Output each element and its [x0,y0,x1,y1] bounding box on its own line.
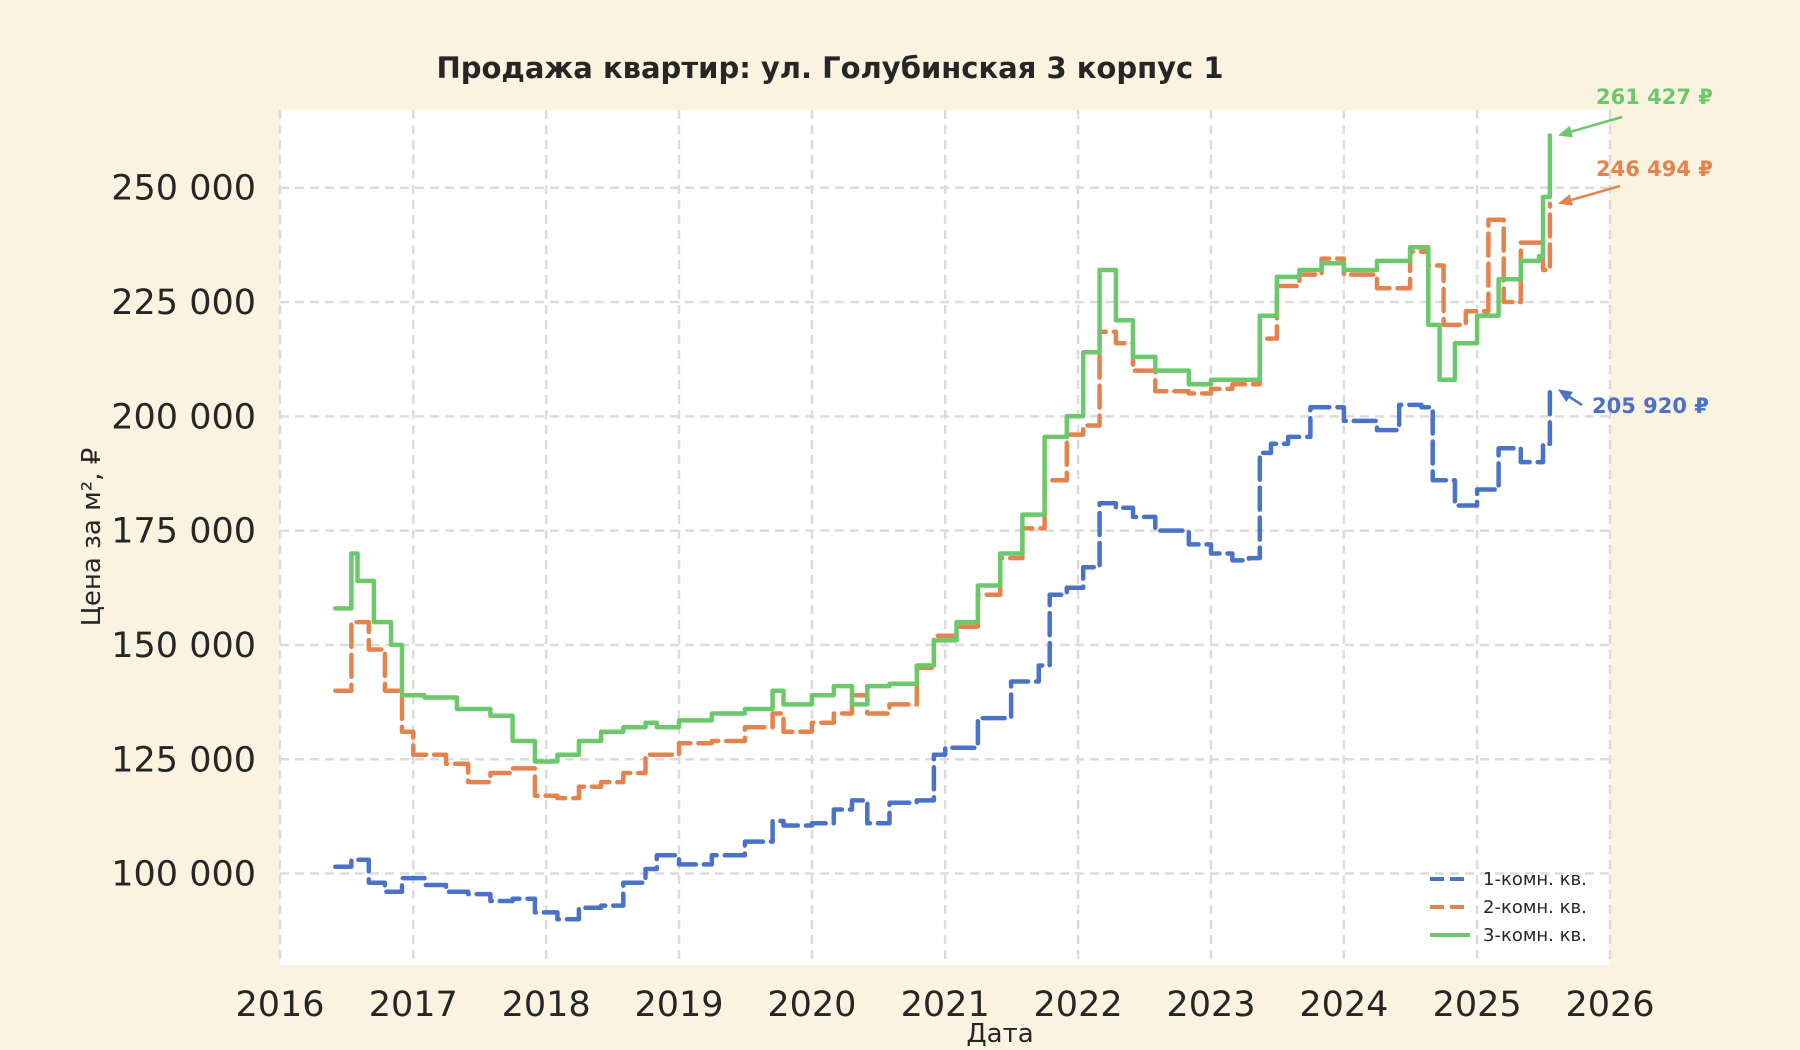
y-tick-label: 175 000 [111,512,256,552]
annotation-arrow [1571,115,1623,133]
series-lines [333,133,1553,922]
annotations: 261 427 ₽ 246 494 ₽ 205 920 ₽ [1557,85,1713,418]
series-line-3 [333,133,1553,764]
x-tick-label: 2025 [1433,985,1522,1025]
y-tick-label: 125 000 [111,740,256,780]
chart-title: Продажа квартир: ул. Голубинская 3 корпу… [436,51,1223,85]
legend: 1-комн. кв. 2-комн. кв. 3-комн. кв. [1430,869,1587,946]
x-tick-label: 2019 [634,985,723,1025]
annotation-arrow [1568,395,1583,407]
y-tick-label: 250 000 [111,169,256,209]
annotation-arrowhead [1557,389,1573,402]
y-tick-label: 225 000 [111,283,256,323]
x-tick-label: 2022 [1034,985,1123,1025]
legend-label-3: 3-комн. кв. [1483,925,1587,946]
annotation-label: 205 920 ₽ [1592,394,1709,418]
legend-label-1: 1-комн. кв. [1483,869,1587,890]
y-axis-label: Цена за м², ₽ [77,448,107,627]
x-axis-ticks: 2016 2017 2018 2019 2020 2021 2022 2023 2024 2025… [235,985,1654,1025]
y-tick-label: 200 000 [111,397,256,437]
annotation-arrowhead [1557,194,1574,206]
x-tick-label: 2026 [1565,985,1654,1025]
series-line-1 [333,387,1553,922]
x-tick-label: 2020 [767,985,856,1025]
annotation-label: 246 494 ₽ [1596,157,1713,181]
x-tick-label: 2017 [369,985,458,1025]
annotation-label: 261 427 ₽ [1596,85,1713,109]
grid [278,110,1612,965]
legend-label-2: 2-комн. кв. [1483,897,1587,918]
x-tick-label: 2024 [1299,985,1388,1025]
x-tick-label: 2018 [502,985,591,1025]
x-tick-label: 2023 [1166,985,1255,1025]
y-tick-label: 100 000 [111,855,256,895]
y-axis-ticks: 100 000 125 000 150 000 175 000 200 000 225 0… [111,169,256,895]
annotation-arrowhead [1557,125,1574,138]
x-tick-label: 2021 [901,985,990,1025]
x-tick-label: 2016 [235,985,324,1025]
annotation-arrow [1571,184,1621,202]
y-tick-label: 150 000 [111,626,256,666]
x-axis-label: Дата [966,1019,1033,1049]
